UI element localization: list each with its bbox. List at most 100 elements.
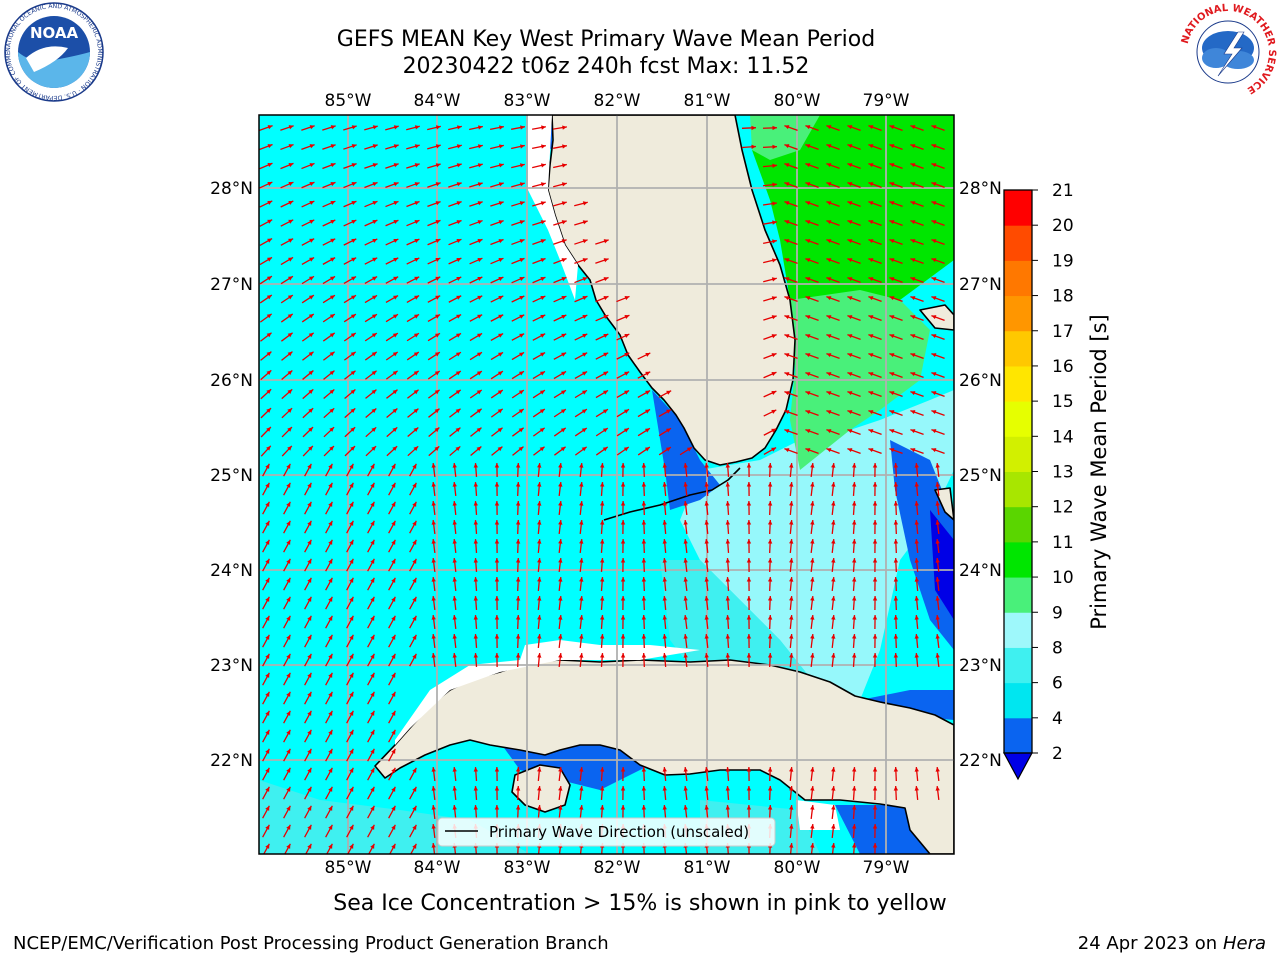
wave-arrow (388, 558, 396, 572)
wave-arrow (852, 576, 857, 592)
wave-arrow (511, 276, 525, 284)
wave-arrow (302, 388, 314, 400)
wave-arrow (893, 785, 899, 801)
wave-arrow (662, 557, 667, 573)
wave-arrow (537, 576, 542, 592)
wave-arrow (283, 672, 291, 686)
lat-label-left: 27°N (210, 275, 253, 295)
wave-arrow (343, 313, 357, 323)
wave-arrow (931, 276, 945, 284)
wave-arrow (406, 163, 420, 169)
wave-arrow (616, 295, 630, 303)
wave-arrow (600, 462, 605, 478)
wave-arrow (784, 181, 798, 189)
wave-arrow (831, 500, 836, 516)
colorbar-segment (1004, 190, 1032, 226)
wave-arrow (616, 446, 630, 456)
wave-arrow (595, 295, 609, 303)
colorbar-tick-label: 11 (1052, 533, 1074, 553)
wave-arrow (448, 276, 462, 284)
wave-arrow (852, 614, 857, 630)
wave-arrow (852, 652, 857, 668)
wave-arrow (704, 538, 709, 554)
wave-arrow (914, 538, 919, 554)
wave-arrow (469, 238, 483, 246)
map-area (259, 115, 954, 854)
wave-arrow (346, 577, 354, 591)
wave-arrow (704, 633, 709, 649)
wave-arrow (385, 276, 399, 284)
wave-arrow (452, 557, 457, 573)
wave-arrow (367, 596, 375, 610)
wave-arrow (262, 577, 270, 591)
wave-arrow (511, 144, 525, 150)
wave-arrow (662, 785, 667, 801)
wave-arrow (260, 407, 272, 419)
wave-arrow (574, 295, 588, 303)
wave-arrow (452, 804, 457, 820)
wave-arrow (532, 333, 546, 341)
wave-arrow (805, 409, 819, 417)
wave-arrow (281, 426, 293, 438)
wave-arrow (683, 595, 688, 611)
wave-arrow (826, 447, 840, 455)
wave-arrow (600, 614, 605, 630)
wave-arrow (600, 557, 605, 573)
wave-arrow (259, 200, 273, 208)
wave-arrow (595, 333, 609, 341)
wave-arrow (826, 314, 840, 322)
lat-label-left: 25°N (210, 466, 253, 486)
wave-arrow (388, 634, 396, 648)
wave-arrow (280, 219, 294, 227)
wave-arrow (595, 314, 609, 322)
wave-arrow (537, 652, 542, 668)
colorbar-tick-label: 12 (1052, 498, 1074, 518)
wave-arrow (767, 595, 773, 611)
wave-arrow (893, 576, 899, 592)
wave-arrow (532, 314, 546, 322)
wave-arrow (558, 500, 563, 516)
wave-arrow (283, 501, 291, 515)
wave-arrow (893, 519, 899, 535)
wave-arrow (283, 691, 291, 705)
wave-arrow (515, 462, 521, 478)
wave-arrow (263, 843, 270, 854)
wave-arrow (847, 352, 861, 360)
wave-arrow (852, 519, 857, 535)
wave-arrow (511, 333, 525, 341)
wave-arrow (532, 257, 546, 265)
wave-arrow (910, 162, 924, 170)
wave-arrow (473, 652, 478, 668)
wave-arrow (831, 481, 836, 497)
wave-arrow (914, 766, 919, 782)
wave-arrow (579, 538, 584, 554)
wave-arrow (935, 614, 940, 630)
wave-arrow (704, 614, 709, 630)
wave-arrow (914, 557, 919, 573)
wave-arrow (427, 182, 441, 188)
wave-arrow (704, 804, 709, 820)
wave-arrow (469, 332, 483, 342)
wave-arrow (490, 125, 504, 131)
wave-arrow (810, 614, 815, 630)
wave-arrow (346, 539, 354, 553)
wave-arrow (427, 276, 441, 284)
wave-arrow (325, 539, 333, 553)
wave-arrow (810, 576, 815, 592)
wave-arrow (789, 614, 794, 630)
wave-arrow (616, 352, 630, 360)
wave-arrow (473, 519, 478, 535)
wave-arrow (746, 500, 752, 516)
wave-arrow (889, 428, 903, 436)
wave-arrow (847, 276, 861, 284)
wave-arrow (260, 332, 272, 342)
wave-arrow (532, 389, 546, 399)
wave-arrow (407, 389, 419, 399)
wave-arrow (784, 409, 798, 417)
wave-arrow (259, 162, 273, 170)
arrow-legend: Primary Wave Direction (unscaled) (437, 817, 776, 847)
wave-arrow (826, 238, 840, 246)
wave-arrow (805, 143, 819, 151)
wave-arrow (746, 538, 752, 554)
